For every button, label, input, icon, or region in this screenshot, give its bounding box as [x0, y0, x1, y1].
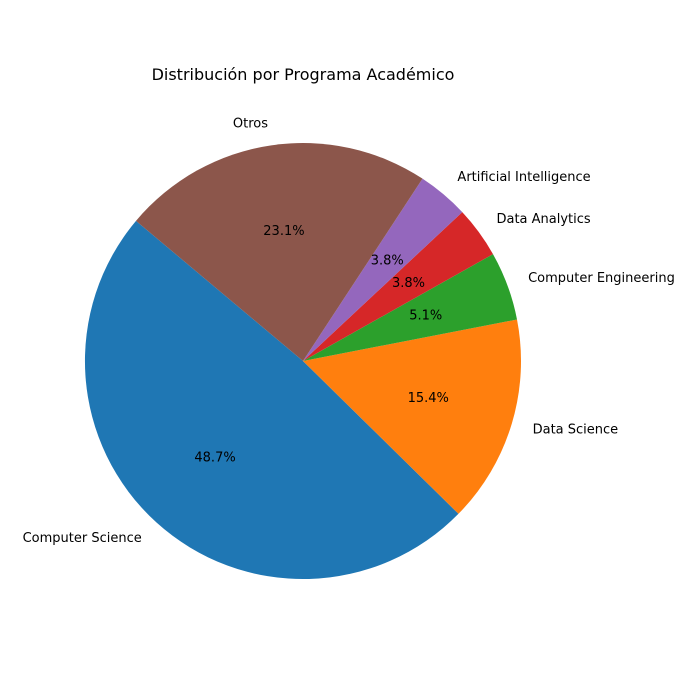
pie-percent-label: 3.8%: [392, 276, 425, 291]
pie-percent-label: 3.8%: [371, 253, 404, 268]
pie-percent-label: 5.1%: [409, 308, 442, 323]
pie-percent-label: 23.1%: [263, 224, 304, 239]
pie-slice-data-science: [303, 319, 521, 514]
pie-category-label: Computer Science: [23, 531, 142, 546]
pie-category-label: Artificial Intelligence: [457, 170, 590, 185]
pie-slice-data-analytics: [303, 212, 493, 361]
chart-title: Distribución por Programa Académico: [152, 65, 455, 84]
pie-percent-label: 48.7%: [194, 450, 235, 465]
pie-category-label: Data Analytics: [496, 212, 590, 227]
pie-slice-computer-engineering: [303, 254, 517, 361]
pie-slices: [84, 142, 521, 580]
pie-category-label: Data Science: [533, 423, 619, 438]
pie-labels: 48.7% Computer Science 15.4% Data Science 5.…: [23, 116, 675, 546]
pie-percent-label: 15.4%: [408, 391, 449, 406]
pie-category-label: Computer Engineering: [528, 271, 675, 286]
pie-category-label: Otros: [233, 116, 268, 131]
pie-slice-otros: [136, 142, 423, 361]
pie-slice-artificial-intelligence: [303, 178, 463, 361]
pie-slice-computer-science: [84, 220, 459, 580]
